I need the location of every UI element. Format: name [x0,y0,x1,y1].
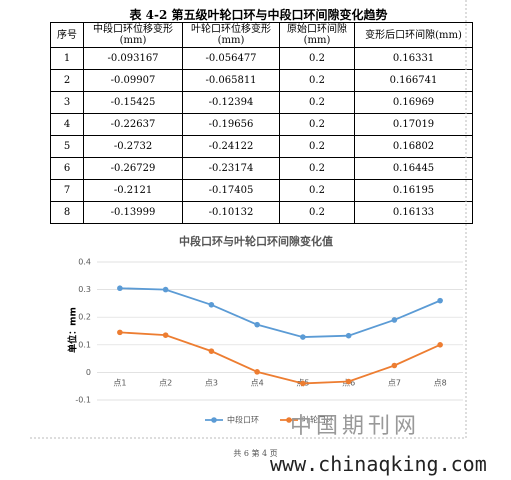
x-tick-label: 点7 [388,379,401,388]
point [117,285,123,292]
table-row: 5 -0.2732 -0.24122 0.2 0.16802 [50,135,473,158]
point [345,332,352,339]
x-tick-label: 点4 [251,379,264,388]
y-tick-label: 0.3 [78,285,91,294]
x-tick-label: 点3 [205,379,218,388]
table-row: 序号 中段口环位移变形(mm) 叶轮口环位移变形(mm) 原始口环间隙(mm) 变形后口… [50,22,473,48]
point [254,369,260,375]
series-line [119,287,441,338]
chart-title: 中段口环与叶轮口环间隙变化值 [179,234,333,248]
y-tick-label: 0.1 [78,340,91,349]
point [162,332,169,338]
y-tick-label: 0.2 [78,313,91,322]
point [254,321,260,328]
x-tick-label: 点1 [113,379,126,388]
table-row: 7 -0.2121 -0.17405 0.2 0.16195 [50,179,473,202]
watermark: 中国期刊网 [290,414,421,439]
point [437,342,443,348]
point [162,286,169,293]
point [391,317,398,323]
caption: 表 4-2 第五级叶轮口环与中段口环间隙变化趋势 [129,8,388,22]
table-cell: -0.13999 [83,201,183,224]
point [300,334,306,340]
table-cell: 原始口环间隙(mm) [279,22,355,48]
legend-label: 中段口环 [227,415,259,425]
point [208,348,215,354]
table-cell: 0.16133 [354,201,473,224]
legend-swatch [286,417,292,423]
y-tick-label: -0.1 [75,396,91,405]
series-line [119,331,441,385]
point [345,378,352,385]
x-tick-label: 点8 [434,379,447,388]
table-cell: 变形后口环间隙(mm) [354,22,473,48]
point [437,297,443,304]
footer: 共 6 第 4 页 [233,449,278,458]
point [300,380,306,387]
table-row: 8 -0.13999 -0.10132 0.2 0.16133 [50,201,473,224]
table-cell: -0.10132 [182,201,280,224]
legend-label: 叶轮口环 [302,415,334,425]
y-tick-label: 0 [86,368,91,377]
x-tick-label: 点2 [159,379,172,388]
watermark-url: www.chinaqking.com [270,452,487,476]
table-cell: 中段口环位移变形(mm) [83,22,183,48]
point [208,301,215,308]
y-tick-label: 0.4 [78,258,91,267]
y-axis-label: 单位：mm [67,307,79,353]
point [117,329,123,336]
table-cell: 叶轮口环位移变形(mm) [182,22,280,48]
point [391,362,398,369]
data-table: 序号 中段口环位移变形(mm) 叶轮口环位移变形(mm) 原始口环间隙(mm) 变形后口… [50,22,473,224]
legend-swatch [211,417,217,423]
